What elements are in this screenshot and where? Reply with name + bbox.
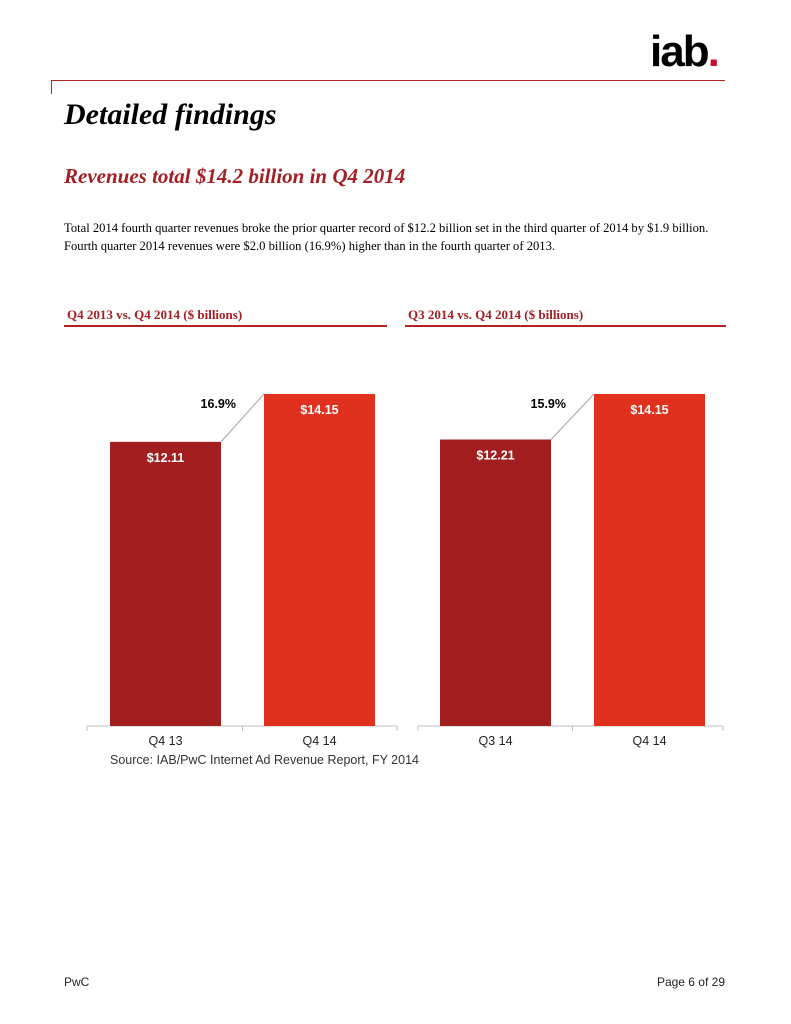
x-tick-label: Q4 13 xyxy=(148,734,182,748)
bar-value-label: $12.11 xyxy=(147,451,185,465)
x-tick-label: Q3 14 xyxy=(478,734,512,748)
chart-2-title: Q3 2014 vs. Q4 2014 ($ billions) xyxy=(405,307,726,327)
bar-value-label: $12.21 xyxy=(476,449,514,463)
x-tick-label: Q4 14 xyxy=(632,734,666,748)
logo-dot: . xyxy=(707,27,720,76)
section-title: Revenues total $14.2 billion in Q4 2014 xyxy=(64,164,406,188)
body-paragraph: Total 2014 fourth quarter revenues broke… xyxy=(64,221,709,253)
growth-label: 16.9% xyxy=(201,397,236,411)
header-rule xyxy=(51,80,725,81)
page-title: Detailed findings xyxy=(64,98,277,131)
x-tick-label: Q4 14 xyxy=(302,734,336,748)
footer-company: PwC xyxy=(64,975,90,989)
header-tick xyxy=(51,80,52,94)
bar-value-label: $14.15 xyxy=(300,403,338,417)
bar xyxy=(440,439,551,726)
bar xyxy=(594,394,705,726)
footer-page-number: Page 6 of 29 xyxy=(656,975,725,989)
source-note: Source: IAB/PwC Internet Ad Revenue Repo… xyxy=(110,753,419,767)
bar xyxy=(110,441,221,726)
growth-connector xyxy=(550,393,595,440)
growth-connector xyxy=(220,393,265,443)
bar xyxy=(264,394,375,726)
iab-logo: iab. xyxy=(650,27,720,76)
logo-text: iab xyxy=(650,27,710,76)
growth-label: 15.9% xyxy=(531,397,566,411)
chart-1-title: Q4 2013 vs. Q4 2014 ($ billions) xyxy=(64,307,387,327)
bar-value-label: $14.15 xyxy=(630,403,668,417)
